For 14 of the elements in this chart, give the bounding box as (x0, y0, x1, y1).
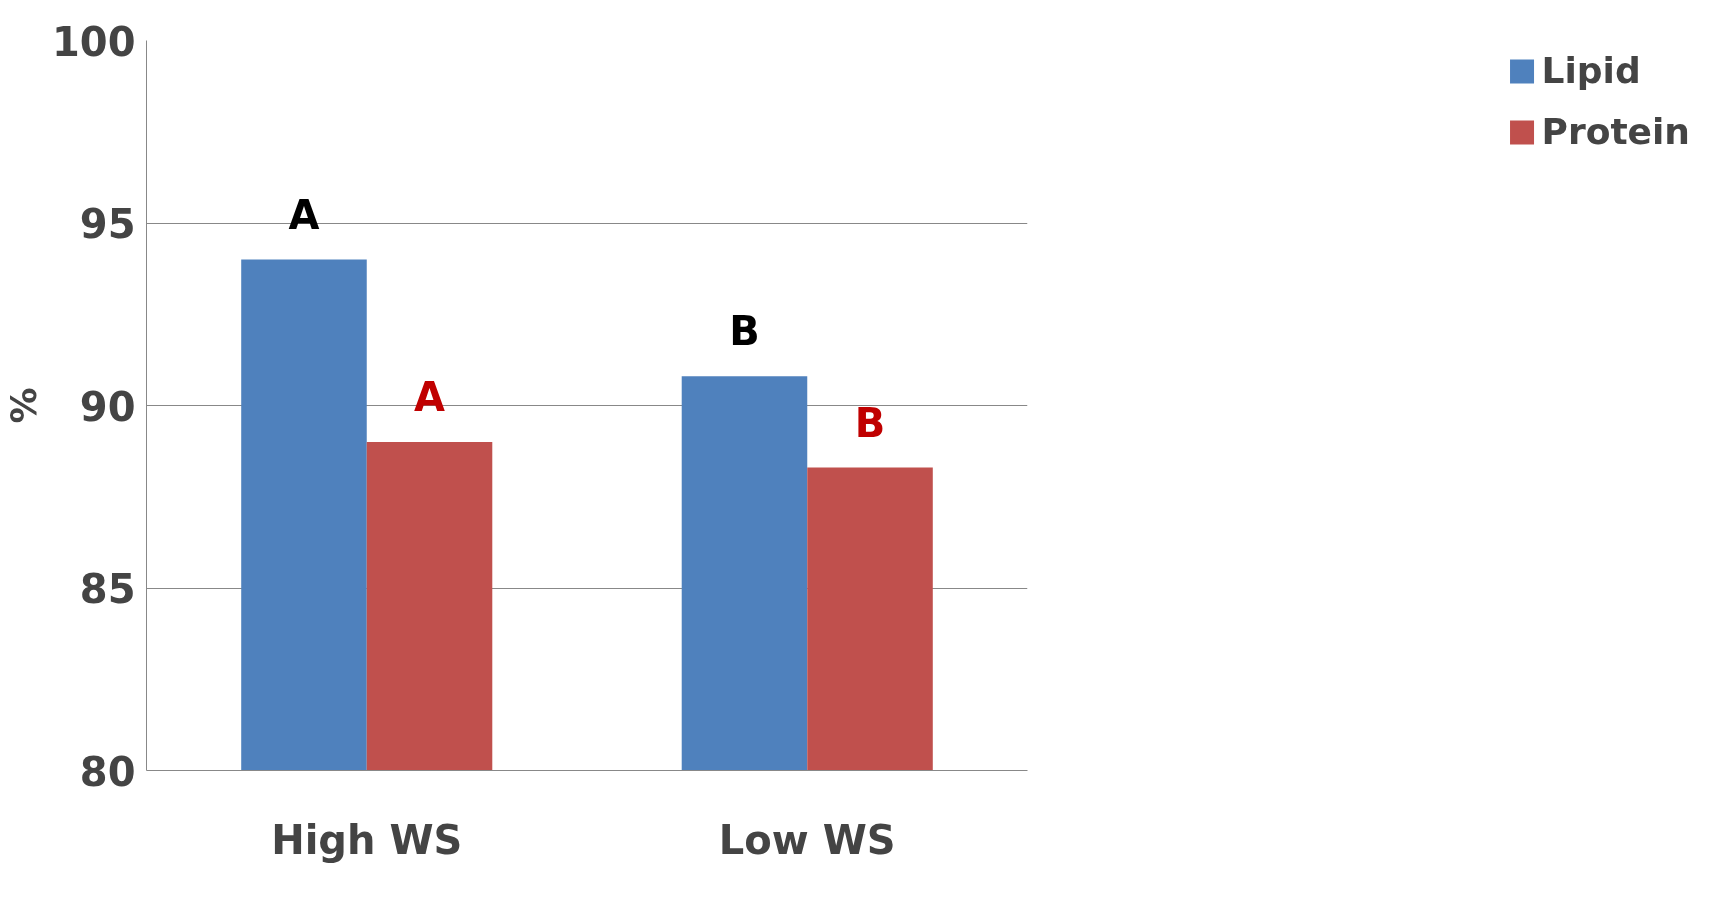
data-label: B (729, 308, 760, 355)
y-tick-label: 85 (79, 566, 136, 612)
y-tick-label: 95 (79, 201, 136, 247)
legend-label: Protein (1541, 111, 1690, 152)
y-axis-title: % (3, 387, 44, 424)
y-tick-label: 90 (79, 383, 136, 430)
data-label: A (288, 191, 320, 238)
y-tick-label: 80 (79, 748, 136, 795)
x-tick-label: High WS (271, 816, 463, 863)
data-label: B (854, 399, 886, 446)
data-label: A (414, 374, 446, 420)
y-tick-label: 100 (52, 18, 136, 65)
x-tick-label: Low WS (718, 816, 896, 863)
legend-label: Lipid (1541, 50, 1641, 91)
